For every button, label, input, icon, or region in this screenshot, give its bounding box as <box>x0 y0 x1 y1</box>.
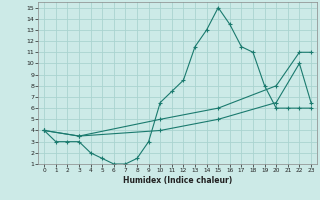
X-axis label: Humidex (Indice chaleur): Humidex (Indice chaleur) <box>123 176 232 185</box>
